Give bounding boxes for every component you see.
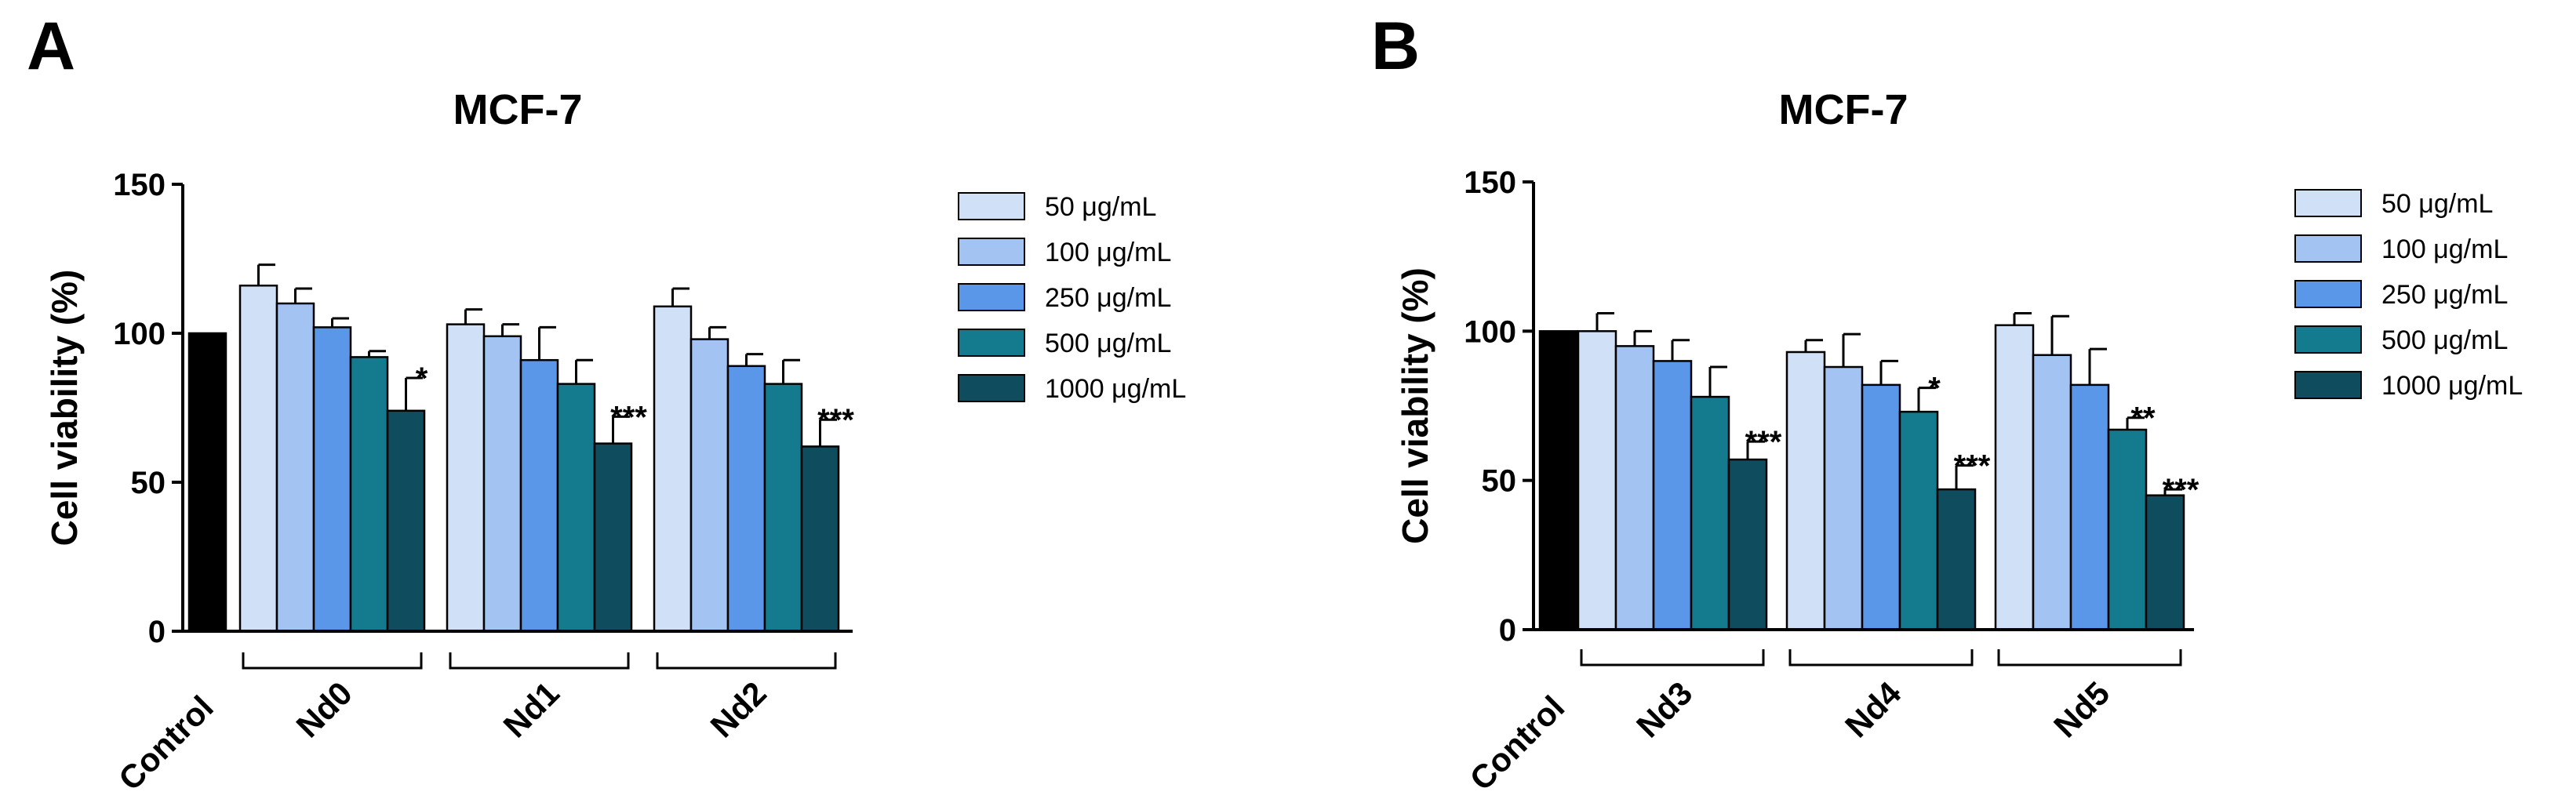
bar <box>519 358 559 633</box>
legend-label: 1000 μg/mL <box>1045 374 1186 404</box>
y-tick-label: 150 <box>1464 165 1516 200</box>
legend-swatch <box>958 192 1025 220</box>
legend-label: 50 μg/mL <box>2381 189 2493 219</box>
legend-label: 250 μg/mL <box>1045 283 1171 313</box>
panel-letter: B <box>1371 9 1420 84</box>
bar <box>2145 494 2185 631</box>
y-tick-label: 0 <box>1499 613 1516 648</box>
significance-label: *** <box>2163 473 2199 507</box>
bar <box>1690 395 1730 631</box>
bar <box>1898 410 1939 631</box>
significance-label: * <box>416 361 428 396</box>
y-tick-label: 100 <box>113 317 166 351</box>
bar <box>653 305 693 633</box>
legend-label: 500 μg/mL <box>1045 329 1171 358</box>
significance-label: *** <box>610 400 647 434</box>
bar-control <box>187 332 227 633</box>
legend-swatch <box>958 374 1025 402</box>
panel-letter: A <box>27 9 75 84</box>
bar <box>1614 345 1655 631</box>
x-label-control: Control <box>111 688 220 797</box>
bar <box>1823 365 1864 631</box>
bar <box>1936 488 1977 631</box>
y-tick-label: 50 <box>131 466 166 500</box>
bar <box>726 365 766 633</box>
significance-label: *** <box>1745 425 1782 459</box>
legend-swatch <box>2294 189 2362 217</box>
x-label-group: Nd0 <box>289 674 359 744</box>
x-label-control: Control <box>1463 688 1572 797</box>
y-tick-label: 50 <box>1482 464 1517 499</box>
x-label-group: Nd3 <box>1629 674 1699 744</box>
legend-swatch <box>958 238 1025 266</box>
bar <box>1652 360 1693 631</box>
legend-label: 250 μg/mL <box>2381 280 2508 310</box>
group-bracket <box>656 652 837 670</box>
group-bracket <box>1788 649 1974 667</box>
legend-label: 50 μg/mL <box>1045 192 1156 222</box>
bar <box>2032 354 2072 631</box>
bar <box>1727 458 1768 631</box>
y-tick-label: 100 <box>1464 314 1516 349</box>
panel-b: B MCF-7 Cell viability (%) 0 50 100 150 Control… <box>1371 9 2523 797</box>
bar <box>349 356 389 633</box>
chart-title: MCF-7 <box>1779 86 1908 133</box>
bar <box>312 326 352 633</box>
legend-swatch <box>2294 280 2362 308</box>
significance-label: *** <box>817 403 854 438</box>
legend-label: 100 μg/mL <box>2381 234 2508 264</box>
legend-label: 1000 μg/mL <box>2381 371 2523 401</box>
group-bracket <box>242 652 423 670</box>
y-tick-label: 0 <box>148 615 166 649</box>
chart-title: MCF-7 <box>453 86 583 133</box>
x-label-group: Nd2 <box>704 674 773 744</box>
bar <box>800 445 840 633</box>
x-label-group: Nd1 <box>497 674 566 744</box>
bar <box>446 323 486 633</box>
group-bracket <box>449 652 630 670</box>
panel-a: A MCF-7 Cell viability (%) 0 50 100 150 Control… <box>27 9 1186 797</box>
bar <box>238 284 278 633</box>
bar <box>1861 383 1901 631</box>
y-axis-label: Cell viability (%) <box>1395 267 1435 544</box>
bar-control <box>1538 330 1579 631</box>
y-tick-label: 150 <box>113 168 166 202</box>
bar <box>593 442 633 633</box>
bar <box>1577 330 1617 631</box>
bar <box>2069 383 2110 631</box>
bar <box>386 409 426 633</box>
y-axis-label: Cell viability (%) <box>44 270 85 547</box>
bar <box>2107 428 2148 631</box>
legend-swatch <box>2294 371 2362 399</box>
legend-swatch <box>958 283 1025 311</box>
significance-label: ** <box>2130 401 2156 436</box>
x-label-group: Nd5 <box>2047 674 2116 744</box>
significance-label: * <box>1928 372 1941 406</box>
bar <box>763 383 803 633</box>
bar <box>275 302 315 633</box>
bar <box>556 383 596 633</box>
x-label-group: Nd4 <box>1838 674 1908 745</box>
bar <box>1785 351 1826 631</box>
legend-swatch <box>2294 325 2362 354</box>
legend-swatch <box>958 329 1025 357</box>
legend-swatch <box>2294 234 2362 263</box>
bar <box>1994 324 2035 631</box>
bar <box>482 335 522 633</box>
group-bracket <box>1997 649 2182 667</box>
significance-label: *** <box>1954 449 1991 484</box>
group-bracket <box>1580 649 1765 667</box>
bar <box>689 338 730 633</box>
legend-label: 500 μg/mL <box>2381 325 2508 355</box>
legend-label: 100 μg/mL <box>1045 238 1171 267</box>
